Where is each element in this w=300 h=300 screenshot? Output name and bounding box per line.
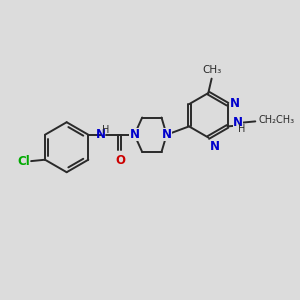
Text: N: N bbox=[95, 128, 106, 141]
Text: N: N bbox=[210, 140, 220, 153]
Text: N: N bbox=[230, 97, 240, 110]
Text: CH₃: CH₃ bbox=[203, 65, 222, 75]
Text: CH₂CH₃: CH₂CH₃ bbox=[258, 115, 294, 125]
Text: H: H bbox=[102, 125, 109, 135]
Text: N: N bbox=[129, 128, 140, 141]
Text: Cl: Cl bbox=[18, 154, 31, 168]
Text: N: N bbox=[162, 128, 172, 141]
Text: O: O bbox=[115, 154, 125, 166]
Text: H: H bbox=[238, 124, 246, 134]
Text: N: N bbox=[233, 116, 243, 129]
